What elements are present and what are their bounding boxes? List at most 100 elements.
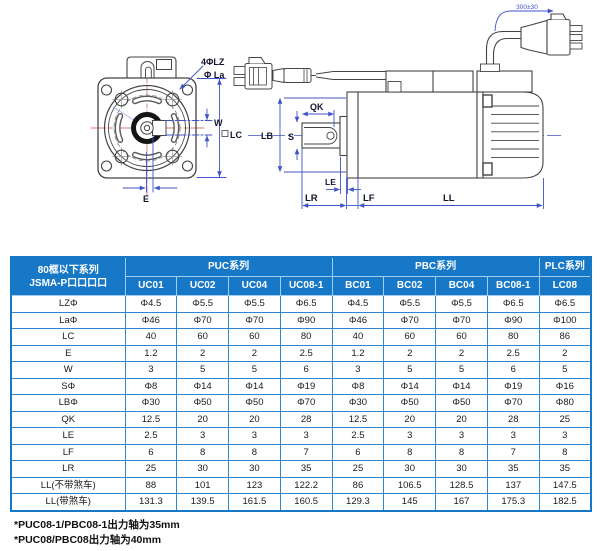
side-view: QK LB S LE LR LF LL 300±30 (233, 4, 583, 209)
value-cell: 30 (228, 460, 281, 478)
value-cell: 2 (176, 344, 230, 362)
connector-latch (248, 57, 266, 64)
value-cell: 3 (486, 427, 540, 445)
table-row: LL(不带煞车) 88 101 123 122.2 86 106.5 128.5 137 147.… (10, 476, 592, 494)
value-cell: Φ4.5 (124, 295, 178, 313)
power-cable (485, 13, 583, 64)
value-cell: 7 (486, 443, 540, 461)
value-cell: 3 (435, 427, 488, 445)
value-cell: Φ50 (435, 394, 488, 412)
value-cell: Φ100 (538, 311, 592, 329)
column-header-bc01: BC01 (331, 276, 385, 296)
flange-plate (346, 91, 359, 179)
value-cell: 3 (383, 427, 437, 445)
row-label: SΦ (10, 377, 126, 395)
squareness-symbol (221, 130, 229, 137)
label-cable-length: 300±30 (516, 4, 538, 11)
value-cell: 25 (124, 460, 178, 478)
value-cell: 5 (435, 361, 488, 379)
value-cell: Φ46 (331, 311, 385, 329)
value-cell: 28 (486, 410, 540, 428)
row-label: LZΦ (10, 295, 126, 313)
label-ll: LL (443, 193, 455, 204)
value-cell: 3 (124, 361, 178, 379)
value-cell: 2 (383, 344, 437, 362)
value-cell: 161.5 (228, 493, 281, 511)
value-cell: 20 (383, 410, 437, 428)
label-s: S (288, 132, 294, 142)
table-row: LC 40 60 60 80 40 60 60 80 86 (10, 328, 592, 346)
table-row: LaΦ Φ46 Φ70 Φ70 Φ90 Φ46 Φ70 Φ70 Φ90 Φ100 (10, 311, 592, 329)
value-cell: 60 (435, 328, 488, 346)
value-cell: 12.5 (331, 410, 385, 428)
value-cell: 160.5 (279, 493, 333, 511)
corner-header: 80框以下系列 JSMA-P口口口口 (10, 256, 126, 296)
label-4phi-lz: 4ΦLZ (201, 57, 225, 67)
value-cell: 137 (486, 476, 540, 494)
row-label: LL(不带煞车) (10, 476, 126, 494)
value-cell: 80 (486, 328, 540, 346)
value-cell: 60 (176, 328, 230, 346)
value-cell: 3 (228, 427, 281, 445)
value-cell: 175.3 (486, 493, 540, 511)
value-cell: 80 (279, 328, 333, 346)
value-cell: 30 (176, 460, 230, 478)
value-cell: 88 (124, 476, 178, 494)
column-header-lc08: LC08 (538, 276, 592, 296)
front-flange-outline (97, 56, 197, 179)
group-header: PUC系列 (124, 256, 333, 277)
value-cell: Φ70 (435, 311, 488, 329)
value-cell: 20 (435, 410, 488, 428)
value-cell: 2.5 (279, 344, 333, 362)
value-cell: Φ50 (228, 394, 281, 412)
value-cell: 131.3 (124, 493, 178, 511)
value-cell: 147.5 (538, 476, 592, 494)
value-cell: 101 (176, 476, 230, 494)
column-header-uc02: UC02 (176, 276, 230, 296)
value-cell: 5 (176, 361, 230, 379)
value-cell: Φ6.5 (538, 295, 592, 313)
value-cell: 35 (279, 460, 333, 478)
footnote-1: *PUC08-1/PBC08-1出力轴为35mm (14, 519, 180, 531)
rear-cap (482, 91, 544, 179)
group-header: PLC系列 (538, 256, 592, 277)
side-body (301, 63, 544, 179)
value-cell: 40 (124, 328, 178, 346)
value-cell: 8 (435, 443, 488, 461)
shaft-keyway (304, 127, 338, 145)
value-cell: 128.5 (435, 476, 488, 494)
value-cell: 129.3 (331, 493, 385, 511)
label-lc: LC (230, 130, 242, 140)
value-cell: 8 (228, 443, 281, 461)
table-row: LL(带煞车) 131.3 139.5 161.5 160.5 129.3 145 167 17… (10, 493, 592, 511)
value-cell: 3 (538, 427, 592, 445)
value-cell: 2 (228, 344, 281, 362)
corner-header-line1: 80框以下系列 (37, 264, 99, 276)
row-label: W (10, 361, 126, 379)
table-row: E 1.2 2 2 2.5 1.2 2 2 2.5 2 (10, 344, 592, 362)
table-row: LE 2.5 3 3 3 2.5 3 3 3 3 (10, 427, 592, 445)
value-cell: 12.5 (124, 410, 178, 428)
power-connector (546, 18, 571, 56)
value-cell: 8 (383, 443, 437, 461)
value-cell: Φ70 (279, 394, 333, 412)
value-cell: 30 (383, 460, 437, 478)
value-cell: 182.5 (538, 493, 592, 511)
value-cell: Φ4.5 (331, 295, 385, 313)
value-cell: 1.2 (124, 344, 178, 362)
value-cell: 123 (228, 476, 281, 494)
value-cell: Φ70 (383, 311, 437, 329)
value-cell: 2.5 (331, 427, 385, 445)
value-cell: 28 (279, 410, 333, 428)
group-header: PBC系列 (331, 256, 540, 277)
value-cell: 35 (538, 460, 592, 478)
table-row: LZΦ Φ4.5 Φ5.5 Φ5.5 Φ6.5 Φ4.5 Φ5.5 Φ5.5 Φ6.5 Φ6.5 (10, 295, 592, 313)
corner-header-line2: JSMA-P口口口口 (29, 277, 108, 289)
value-cell: 145 (383, 493, 437, 511)
spec-table: 80框以下系列 JSMA-P口口口口 PUC系列 PBC系列 PLC系列 UC01 U… (10, 256, 592, 512)
rear-ribs (491, 105, 539, 159)
value-cell: 6 (279, 361, 333, 379)
value-cell: 6 (124, 443, 178, 461)
connector-pin (233, 66, 246, 75)
